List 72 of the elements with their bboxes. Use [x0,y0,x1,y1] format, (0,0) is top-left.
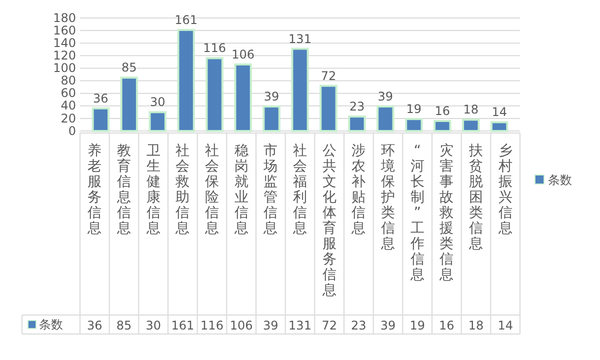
bar [376,106,394,132]
bar [177,28,195,132]
x-tick-label: 乡村振兴信息 [497,143,512,236]
y-tick-label: 40 [60,98,76,113]
y-tick-label: 80 [60,74,76,88]
data-label: 30 [150,95,166,110]
text: 16 [439,318,454,332]
text: 18 [468,318,484,332]
bar [148,111,166,132]
bar [348,116,366,132]
text: 39 [263,318,278,332]
data-label: 18 [463,102,479,117]
text: 85 [116,318,132,332]
y-tick-label: 180 [53,10,76,25]
bar [262,106,280,132]
text: 161 [171,318,194,332]
data-label: 72 [320,68,336,83]
data-label: 106 [232,47,254,62]
category-label: 灾害事故救援类信息 [440,143,454,283]
data-label: 131 [288,32,312,46]
data-label: 39 [264,90,280,104]
category-label: 公共文化体育服务信息 [322,143,336,298]
text: 106 [230,318,253,332]
legend-label: 条数 [548,173,572,187]
text: 14 [498,318,513,332]
text: 116 [200,318,224,332]
x-tick-label: 稳岗就业信息 [233,143,248,236]
data-label: 14 [492,105,507,120]
text: 131 [288,318,312,332]
y-tick-label: 160 [53,23,76,38]
y-tick-label: 120 [53,48,76,63]
text: 19 [410,318,425,332]
category-label: “河长制”工作信息 [410,143,424,283]
x-tick-label: 涉农补贴信息 [350,143,366,236]
text: 23 [351,318,366,332]
bar [92,107,110,132]
text: 30 [146,318,161,332]
text: 条数 [39,318,63,332]
bar [206,57,224,132]
data-label: 39 [378,90,394,104]
data-label: 36 [93,91,108,106]
bar [405,118,423,132]
text: 39 [380,318,396,332]
data-label: 116 [203,41,226,56]
y-tick-label: 100 [53,61,76,76]
data-label: 85 [121,60,137,75]
x-tick-label: 社会救助信息 [174,143,190,236]
x-tick-label: 环境保护类信息 [380,143,395,252]
x-tick-label: 社会保险信息 [204,143,219,236]
bar [462,118,480,132]
bar [320,84,338,132]
x-tick-label: 市场监管信息 [262,143,278,236]
x-tick-label: 扶贫脱困类信息 [468,143,483,252]
bar [234,63,252,132]
data-label: 16 [434,104,450,118]
x-tick-label: 教育信息信息 [116,143,131,236]
data-label: 19 [406,102,422,116]
y-tick-label: 20 [60,111,76,126]
bar [434,120,452,132]
bar [120,76,138,132]
y-tick-label: 140 [53,36,76,50]
y-tick-label: 0 [68,124,76,138]
data-label: 161 [174,12,198,27]
text: 72 [322,318,337,332]
y-tick-label: 60 [60,86,76,100]
data-label: 23 [349,100,365,114]
bar [490,121,508,132]
x-tick-label: 养老服务信息 [86,143,102,236]
text: 36 [87,318,102,332]
bar [291,48,309,132]
x-tick-label: 社会福利信息 [292,143,307,236]
x-tick-label: 卫生健康信息 [145,143,160,236]
